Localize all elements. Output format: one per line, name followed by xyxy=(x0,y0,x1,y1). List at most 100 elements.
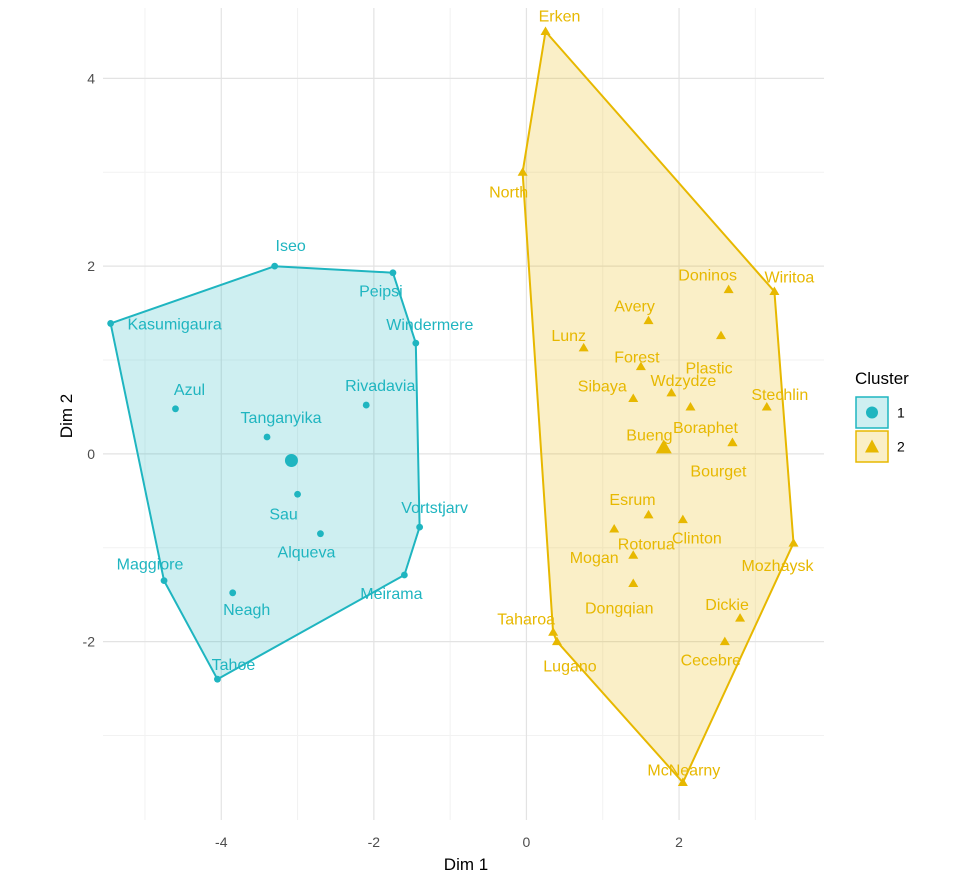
cluster-2-label: Mogan xyxy=(570,550,619,567)
cluster-2-label: Rotorua xyxy=(618,536,675,553)
cluster-2-point xyxy=(677,514,688,524)
cluster-1-point xyxy=(416,523,424,531)
x-axis-ticks: -4 -2 0 2 xyxy=(215,834,683,850)
cluster-1-point xyxy=(172,405,179,413)
cluster-2-label: Dongqian xyxy=(585,600,654,617)
x-tick-label: 2 xyxy=(675,834,683,850)
cluster-2-point xyxy=(578,342,589,352)
cluster-1-point xyxy=(214,675,221,683)
cluster-2-point xyxy=(788,538,799,547)
cluster-2-point xyxy=(666,387,677,397)
cluster-1-point xyxy=(362,401,370,409)
y-tick-label: 0 xyxy=(87,446,95,462)
cluster-1-label: Azul xyxy=(174,382,205,399)
legend: Cluster 1 2 xyxy=(855,369,909,463)
cluster-2-label: Bueng xyxy=(626,428,672,445)
cluster-1-label: Alqueva xyxy=(278,545,336,562)
cluster-1-label: Tanganyika xyxy=(241,410,322,427)
cluster-2-point xyxy=(677,777,688,786)
cluster-1-point xyxy=(389,269,397,277)
cluster-1-point xyxy=(107,320,115,327)
cluster-1-label: Rivadavia xyxy=(345,378,415,395)
cluster-2-label: Avery xyxy=(614,299,655,316)
point-labels: Iseo Peipsi Kasumigaura Windermere Rivadavia… xyxy=(117,8,815,779)
legend-marker-1 xyxy=(866,406,878,419)
cluster-2-label: Wiritoa xyxy=(765,269,815,286)
cluster-2-label: Taharoa xyxy=(497,611,555,628)
cluster-2-centroid xyxy=(655,439,672,454)
cluster-2-label: McNearny xyxy=(647,762,720,779)
cluster-2-label: Doninos xyxy=(678,268,737,285)
y-axis-ticks: -2 0 2 4 xyxy=(83,70,96,649)
y-tick-label: 4 xyxy=(87,70,95,86)
cluster-1-point xyxy=(400,571,408,579)
cluster-2-point xyxy=(609,523,620,533)
cluster-1-point xyxy=(229,589,237,597)
cluster-1-label: Vortstjarv xyxy=(401,500,468,517)
cluster-1-point xyxy=(294,490,301,498)
cluster-2-label: Cecebre xyxy=(681,653,742,670)
cluster-2-point xyxy=(517,167,528,176)
cluster-2-label: Dickie xyxy=(705,597,749,614)
cluster-2-point xyxy=(540,26,551,35)
cluster-1-point xyxy=(160,577,168,585)
cluster-2-point xyxy=(548,627,559,636)
cluster-2-label: Sibaya xyxy=(578,379,627,396)
cluster-1-point xyxy=(412,339,420,347)
cluster-2-point xyxy=(643,509,654,519)
cluster-2-label: Stechlin xyxy=(751,387,808,404)
legend-label-1: 1 xyxy=(897,405,905,421)
cluster-1-label: Sau xyxy=(269,506,297,523)
cluster-1-point xyxy=(263,433,271,441)
cluster-2-label: North xyxy=(489,184,528,201)
y-axis-title: Dim 2 xyxy=(57,394,76,438)
cluster-1-label: Meirama xyxy=(360,586,422,603)
cluster-2-point xyxy=(628,578,639,587)
cluster-1-label: Peipsi xyxy=(359,284,403,301)
cluster-1-point xyxy=(271,262,279,270)
cluster-2-point xyxy=(551,636,562,646)
cluster-2-point xyxy=(719,636,730,646)
cluster-2-label: Boraphet xyxy=(673,420,738,437)
legend-title: Cluster xyxy=(855,369,909,388)
x-tick-label: -4 xyxy=(215,834,228,850)
y-tick-label: 2 xyxy=(87,258,95,274)
cluster-1-label: Windermere xyxy=(386,317,473,334)
y-tick-label: -2 xyxy=(83,634,96,650)
x-axis-title: Dim 1 xyxy=(444,855,488,874)
cluster-2-label: Plastic xyxy=(685,361,732,378)
cluster-2-point xyxy=(628,550,639,559)
cluster-2-label: Bourget xyxy=(690,464,747,481)
data-points xyxy=(107,26,799,786)
cluster-1-label: Tahoe xyxy=(212,657,256,674)
legend-label-2: 2 xyxy=(897,439,905,455)
cluster-1-label: Neagh xyxy=(223,602,270,619)
cluster-2-label: Lunz xyxy=(551,328,586,345)
cluster-2-point xyxy=(643,315,654,325)
cluster-2-point xyxy=(735,613,746,622)
cluster-2-point xyxy=(628,393,639,403)
cluster-2-point xyxy=(723,284,734,294)
cluster-2-label: Forest xyxy=(614,350,660,367)
cluster-2-label: Lugano xyxy=(543,659,596,676)
cluster-2-hull xyxy=(521,30,795,784)
cluster-2-point xyxy=(727,437,738,447)
x-tick-label: -2 xyxy=(368,834,381,850)
cluster-2-label: Esrum xyxy=(609,492,655,509)
cluster-2-label: Clinton xyxy=(672,531,722,548)
cluster-hulls xyxy=(109,30,795,784)
cluster-2-label: Wdzydze xyxy=(651,373,717,390)
cluster-2-point xyxy=(769,286,780,295)
cluster-2-label: Erken xyxy=(539,8,581,25)
cluster-2-label: Mozhaysk xyxy=(741,558,814,575)
cluster-2-point xyxy=(635,361,646,371)
x-tick-label: 0 xyxy=(523,834,531,850)
cluster-2-point xyxy=(716,330,726,340)
legend-marker-2 xyxy=(865,439,879,453)
cluster-1-label: Kasumigaura xyxy=(127,316,221,333)
cluster-2-point xyxy=(685,401,696,411)
cluster-1-label: Iseo xyxy=(276,238,306,255)
cluster-2-point xyxy=(761,401,772,411)
cluster-1-centroid xyxy=(284,453,298,467)
